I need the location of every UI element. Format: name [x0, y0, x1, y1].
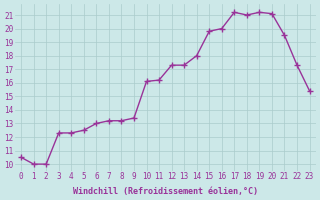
- X-axis label: Windchill (Refroidissement éolien,°C): Windchill (Refroidissement éolien,°C): [73, 187, 258, 196]
